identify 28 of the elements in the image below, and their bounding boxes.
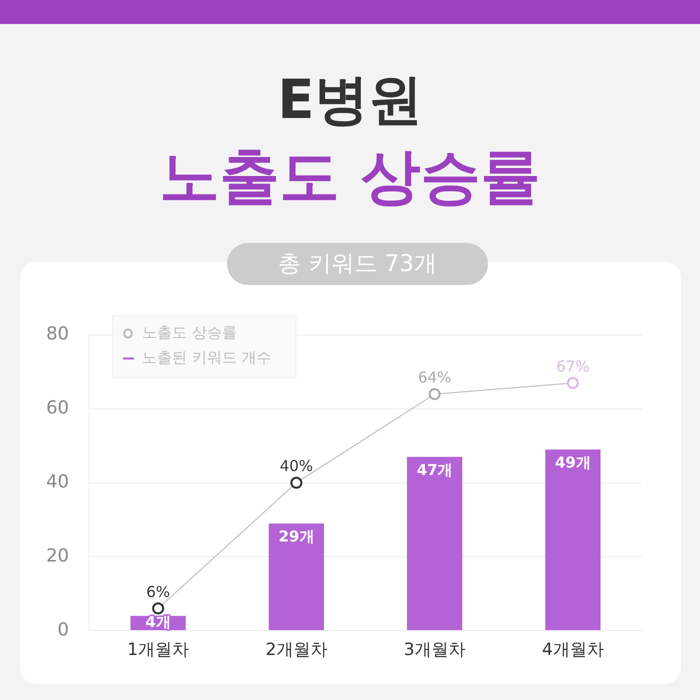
data-label: 47개 bbox=[416, 460, 453, 479]
x-tick-label: 2개월차 bbox=[265, 640, 328, 660]
y-tick-label: 40 bbox=[46, 471, 69, 492]
data-label: 29개 bbox=[278, 527, 314, 546]
bar bbox=[406, 456, 462, 630]
y-tick-label: 60 bbox=[46, 398, 69, 419]
x-tick-label: 3개월차 bbox=[404, 640, 466, 660]
y-tick-label: 0 bbox=[58, 619, 69, 640]
data-label: 4개 bbox=[145, 612, 171, 631]
chart-title: E병원 bbox=[276, 68, 424, 132]
x-tick-label: 4개월차 bbox=[542, 640, 604, 660]
point bbox=[428, 388, 441, 400]
x-tick-label: 1개월차 bbox=[127, 640, 190, 660]
chart-subtitle: 노출도 상승률 bbox=[158, 141, 542, 214]
data-label: 64% bbox=[418, 368, 452, 387]
point bbox=[152, 602, 164, 614]
data-label: 49개 bbox=[554, 453, 591, 472]
point bbox=[290, 476, 302, 489]
bar bbox=[268, 523, 324, 630]
data-label: 40% bbox=[280, 457, 314, 476]
bar bbox=[545, 450, 601, 630]
point bbox=[566, 377, 579, 390]
y-tick-label: 20 bbox=[46, 545, 69, 566]
y-tick-label: 80 bbox=[46, 324, 69, 345]
legend-label: 노출된 키워드 개수 bbox=[142, 348, 272, 366]
data-label: 67% bbox=[556, 357, 590, 376]
data-label: 6% bbox=[146, 582, 170, 601]
legend-label: 노출도 상승률 bbox=[142, 323, 237, 342]
